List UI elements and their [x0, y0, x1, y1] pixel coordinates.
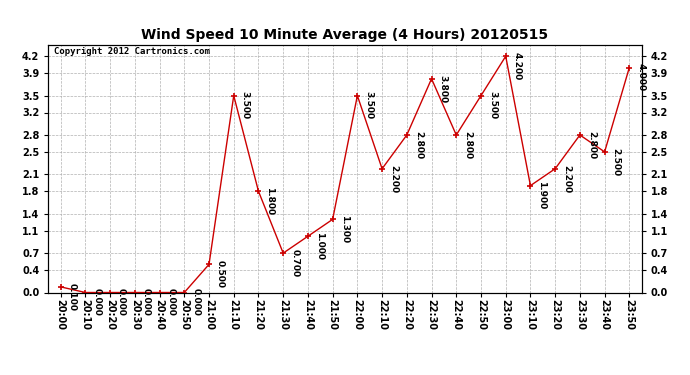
Text: 2.200: 2.200	[562, 165, 571, 193]
Text: 0.000: 0.000	[166, 288, 175, 316]
Title: Wind Speed 10 Minute Average (4 Hours) 20120515: Wind Speed 10 Minute Average (4 Hours) 2…	[141, 28, 549, 42]
Text: 0.700: 0.700	[290, 249, 299, 277]
Text: Copyright 2012 Cartronics.com: Copyright 2012 Cartronics.com	[55, 48, 210, 57]
Text: 2.200: 2.200	[389, 165, 398, 193]
Text: 4.200: 4.200	[513, 52, 522, 80]
Text: 3.800: 3.800	[438, 75, 448, 103]
Text: 2.800: 2.800	[414, 131, 423, 159]
Text: 1.800: 1.800	[266, 187, 275, 215]
Text: 0.100: 0.100	[68, 283, 77, 311]
Text: 4.000: 4.000	[636, 63, 645, 92]
Text: 2.500: 2.500	[611, 148, 620, 176]
Text: 0.000: 0.000	[117, 288, 126, 316]
Text: 1.900: 1.900	[538, 182, 546, 210]
Text: 0.000: 0.000	[92, 288, 101, 316]
Text: 2.800: 2.800	[463, 131, 472, 159]
Text: 0.500: 0.500	[216, 260, 225, 288]
Text: 0.000: 0.000	[141, 288, 151, 316]
Text: 1.000: 1.000	[315, 232, 324, 260]
Text: 3.500: 3.500	[241, 92, 250, 120]
Text: 3.500: 3.500	[364, 92, 373, 120]
Text: 0.000: 0.000	[191, 288, 200, 316]
Text: 2.800: 2.800	[586, 131, 596, 159]
Text: 1.300: 1.300	[339, 215, 348, 243]
Text: 3.500: 3.500	[488, 92, 497, 120]
